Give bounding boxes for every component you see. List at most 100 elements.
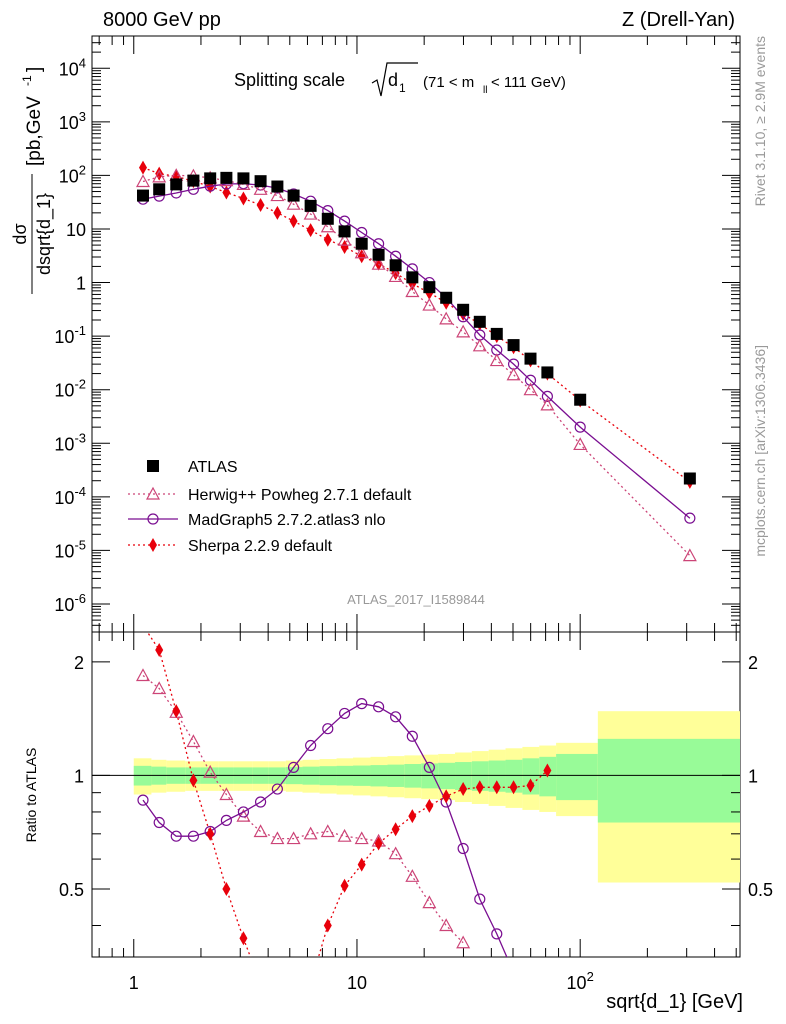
ratio-axis-ticks: 1 10 102 2 2 1 1 0.5 0.5 [59, 632, 773, 993]
svg-text:]: ] [24, 67, 45, 72]
data-point [489, 353, 504, 367]
data-point [439, 311, 454, 325]
svg-text:[pb,GeV: [pb,GeV [24, 96, 45, 166]
band-inner-segment [505, 759, 523, 793]
ratio-point [239, 931, 248, 946]
y-tick-label: 104 [59, 55, 86, 79]
ratio-point [303, 826, 318, 840]
x-axis-label: sqrt{d_1} [GeV] [606, 991, 743, 1013]
svg-text:(71 < m: (71 < m [423, 74, 474, 91]
legend: ATLAS Herwig++ Powheg 2.7.1 default MadGra… [128, 459, 412, 555]
ratio-point [322, 723, 334, 735]
data-point [524, 374, 537, 386]
ratio-point [155, 643, 164, 658]
ratio-point [320, 824, 335, 838]
ratio-point [405, 869, 420, 882]
main-y-axis-label: dσ dsqrt{d_1} [pb,GeV -1 ] [10, 67, 55, 294]
ratio-point [406, 730, 418, 742]
svg-text:1: 1 [76, 274, 86, 294]
data-point [405, 284, 420, 298]
legend-entry: ATLAS [147, 459, 238, 476]
legend-entry: MadGraph5 2.7.2.atlas3 nlo [128, 512, 386, 529]
rivet-version-label: Rivet 3.1.10, ≥ 2.9M events [752, 36, 768, 206]
data-point [271, 180, 284, 193]
ratio-point [290, 1016, 298, 1024]
ratio-point [391, 822, 400, 837]
svg-text:Splitting scale: Splitting scale [234, 70, 345, 90]
data-point [289, 214, 298, 229]
legend-label: Herwig++ Powheg 2.7.1 default [188, 487, 412, 504]
ratio-point [422, 895, 437, 909]
ratio-point [491, 928, 503, 940]
data-point [136, 189, 149, 202]
data-point [422, 297, 437, 311]
y-tick-label: 10-2 [54, 377, 86, 401]
ratio-point [354, 831, 369, 845]
svg-text:< 111 GeV): < 111 GeV) [491, 74, 566, 91]
series-square [136, 171, 696, 485]
data-point [540, 397, 555, 411]
data-point [523, 382, 538, 396]
svg-text:-1: -1 [20, 75, 34, 86]
ratio-point [206, 826, 215, 841]
band-inner-segment [471, 761, 489, 791]
svg-text:10: 10 [347, 973, 367, 993]
data-point [340, 240, 349, 255]
data-point [256, 198, 265, 213]
ratio-point [388, 846, 403, 860]
data-point [138, 160, 147, 175]
ratio-point [257, 977, 265, 991]
y-tick-label: 10-1 [54, 323, 86, 347]
data-point [388, 269, 403, 283]
ratio-point [286, 831, 301, 845]
band-inner-segment [488, 760, 506, 792]
data-point [304, 199, 317, 212]
ratio-y-axis-label: Ratio to ATLAS [23, 748, 39, 843]
data-point [684, 512, 696, 524]
y-tick-label: 10 [66, 220, 86, 240]
data-point [323, 232, 332, 247]
ratio-series-open-triangle [135, 668, 471, 949]
data-point [357, 249, 366, 264]
ratio-point [305, 739, 317, 752]
ratio-point [340, 878, 349, 893]
data-point [135, 174, 151, 188]
ratio-point [526, 778, 535, 793]
band-inner-segment [455, 762, 472, 790]
legend-marker [145, 486, 161, 500]
data-point [541, 390, 553, 402]
legend-label: MadGraph5 2.7.2.atlas3 nlo [188, 512, 386, 529]
data-point [270, 188, 285, 202]
ratio-point [337, 828, 352, 842]
y-tick-label: 1 [76, 274, 86, 294]
data-point [541, 366, 554, 379]
band-inner-segment [438, 762, 456, 790]
ratio-point [439, 918, 454, 932]
header-left: 8000 GeV pp [103, 9, 221, 31]
svg-text:1: 1 [399, 81, 406, 95]
legend-label: Sherpa 2.2.9 default [188, 538, 333, 555]
data-point [457, 303, 470, 316]
svg-text:10-3: 10-3 [54, 430, 86, 454]
legend-marker [149, 538, 157, 552]
band-inner-segment [597, 738, 740, 823]
data-point [155, 166, 164, 181]
ratio-y-tick-label-left: 2 [74, 653, 84, 673]
data-point [373, 238, 385, 250]
data-point [440, 291, 453, 304]
ratio-point [307, 977, 315, 991]
svg-text:dsqrt{d_1}: dsqrt{d_1} [34, 193, 55, 275]
data-point [354, 245, 369, 259]
data-point [320, 219, 335, 233]
data-point [306, 223, 315, 238]
data-point [220, 171, 233, 184]
data-point [371, 256, 386, 270]
ratio-point [152, 681, 167, 695]
legend-marker [147, 460, 159, 472]
ratio-point [189, 773, 198, 788]
data-point [187, 174, 200, 187]
ratio-point [509, 968, 519, 978]
ratio-point [220, 814, 232, 826]
